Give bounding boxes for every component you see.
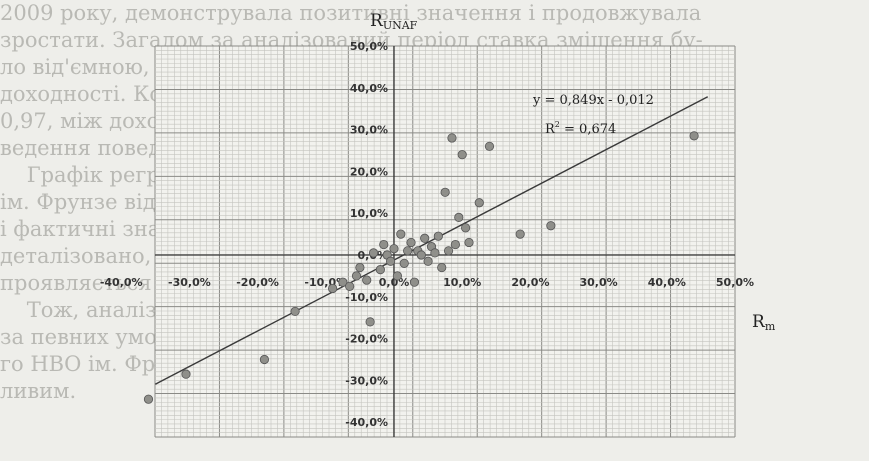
data-point <box>546 221 556 231</box>
data-point <box>375 265 385 275</box>
x-tick-label: 0,0% <box>379 276 410 289</box>
data-point <box>433 231 443 241</box>
data-point <box>406 237 416 248</box>
x-tick-label: -10,0% <box>304 276 347 289</box>
data-point <box>474 198 484 208</box>
data-point <box>440 187 450 197</box>
x-axis-label: Rm <box>752 312 776 333</box>
data-point <box>143 394 154 404</box>
data-point <box>461 223 471 233</box>
x-tick-label: 30,0% <box>580 276 618 289</box>
data-point <box>345 281 355 291</box>
x-tick-label: 20,0% <box>511 276 549 289</box>
scatter-points <box>143 131 699 404</box>
chart-labels: RUNAF Rm y = 0,849x - 0,012 R2 = 0,674 <box>370 11 776 333</box>
data-point <box>259 354 270 365</box>
data-point <box>392 271 403 281</box>
x-tick-label: 10,0% <box>443 276 481 289</box>
data-point <box>396 229 406 239</box>
trendline-segment <box>154 96 709 385</box>
data-point <box>362 275 372 285</box>
y-tick-label: 50,0% <box>350 40 388 53</box>
x-tick-label: -30,0% <box>168 276 211 289</box>
data-point <box>423 256 433 266</box>
page-text-line: ливим. <box>0 379 77 403</box>
data-point <box>399 258 409 268</box>
data-point <box>430 248 440 258</box>
regression-equation: y = 0,849x - 0,012 <box>532 93 654 108</box>
data-point <box>447 133 457 143</box>
data-point <box>689 131 699 141</box>
data-point <box>420 233 430 243</box>
y-tick-label: -20,0% <box>345 333 388 346</box>
y-tick-label: 30,0% <box>350 124 388 137</box>
data-point <box>457 150 467 160</box>
page-text-line: 2009 року, демонструвала позитивні значе… <box>0 1 702 25</box>
data-point <box>403 246 413 256</box>
r-squared-label: R2 = 0,674 <box>545 120 616 137</box>
data-point <box>355 262 365 273</box>
data-point <box>338 277 348 287</box>
data-point <box>450 239 460 250</box>
x-tick-label: -20,0% <box>236 276 279 289</box>
x-tick-labels: -40,0% -30,0% -20,0% -10,0% 0,0% 10,0% 20,0% 30… <box>100 276 754 289</box>
data-point <box>484 141 495 151</box>
data-point <box>365 317 375 327</box>
data-point <box>416 250 426 260</box>
data-point <box>368 248 379 258</box>
y-tick-labels: -40,0%-30,0%-20,0%-10,0%0,0%10,0%20,0%30… <box>345 40 388 429</box>
y-axis-label: RUNAF <box>370 11 418 32</box>
y-tick-label: -10,0% <box>345 291 388 304</box>
chart-grid <box>154 45 736 438</box>
data-point <box>464 237 474 248</box>
data-point <box>385 256 396 266</box>
chart-axes <box>155 46 735 437</box>
data-point <box>389 244 399 254</box>
y-tick-label: 10,0% <box>350 207 388 220</box>
data-point <box>454 212 464 222</box>
data-point <box>437 262 447 273</box>
data-point <box>290 306 300 317</box>
y-tick-label: 20,0% <box>350 165 388 178</box>
data-point <box>351 271 362 281</box>
data-point <box>409 277 420 287</box>
data-point <box>328 283 338 294</box>
x-tick-label: 40,0% <box>648 276 686 289</box>
data-point <box>181 369 191 379</box>
y-tick-label: 40,0% <box>350 82 388 95</box>
trendline <box>154 96 709 385</box>
data-point <box>379 239 389 250</box>
y-tick-label: -40,0% <box>345 416 388 429</box>
data-point <box>515 229 525 239</box>
x-tick-label: 50,0% <box>716 276 754 289</box>
y-tick-label: -30,0% <box>345 374 388 387</box>
data-point <box>443 246 454 256</box>
x-tick-label: -40,0% <box>100 276 143 289</box>
